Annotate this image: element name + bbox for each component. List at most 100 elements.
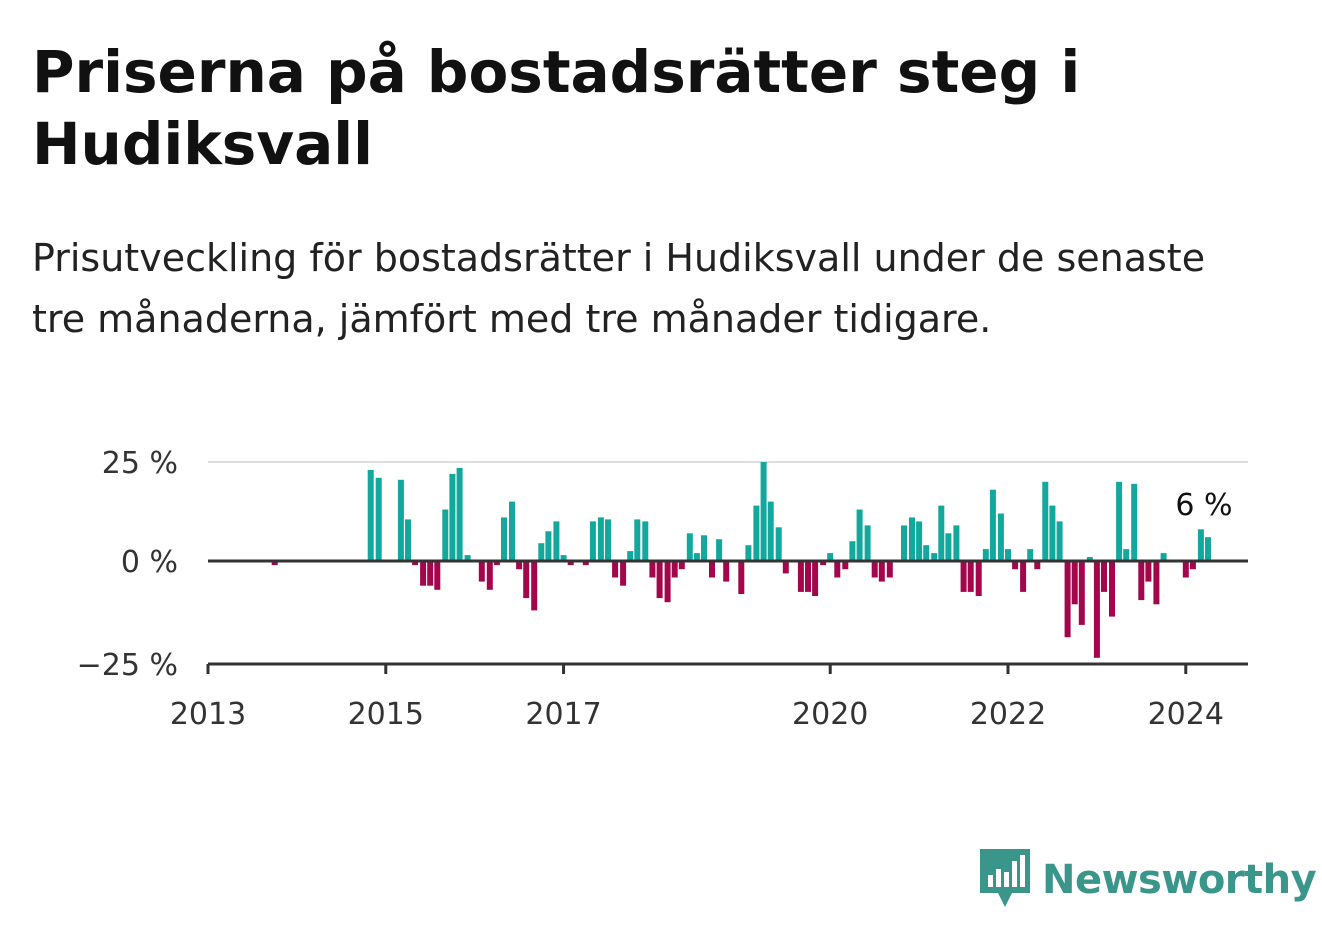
newsworthy-logo-icon xyxy=(980,849,1030,907)
bar xyxy=(812,561,819,596)
bar xyxy=(1205,537,1211,561)
x-tick-label: 2022 xyxy=(970,697,1046,732)
bar xyxy=(420,561,427,586)
bar xyxy=(716,539,723,561)
bar xyxy=(753,505,760,561)
bar xyxy=(434,561,441,590)
bar xyxy=(456,467,463,561)
bar xyxy=(967,561,974,592)
bar xyxy=(1116,481,1123,561)
brand-name: Newsworthy xyxy=(1042,857,1317,903)
bar xyxy=(1138,561,1145,601)
bar xyxy=(1197,529,1204,561)
bar xyxy=(834,561,841,578)
bar xyxy=(271,561,278,566)
bar xyxy=(1049,505,1056,561)
bar-chart: 25 % 0 % −25 % 2013 2015 2017 2020 2022 2024 6 % xyxy=(77,446,1248,732)
bar xyxy=(975,561,982,596)
bar xyxy=(560,555,567,561)
bar xyxy=(1078,561,1085,625)
y-tick-label: −25 % xyxy=(77,648,178,683)
bar xyxy=(449,473,456,561)
x-tick-label: 2017 xyxy=(525,697,601,732)
bar xyxy=(864,525,871,561)
bar xyxy=(427,561,434,586)
bar xyxy=(1012,561,1019,570)
bar xyxy=(464,555,471,561)
bar xyxy=(545,531,552,561)
bar xyxy=(671,561,678,578)
bar xyxy=(397,479,404,561)
bar xyxy=(664,561,671,603)
bar xyxy=(701,535,707,561)
bar xyxy=(642,521,649,561)
bar xyxy=(678,561,685,570)
bar xyxy=(597,517,604,561)
bar xyxy=(1189,561,1196,570)
bar xyxy=(693,553,700,561)
bar xyxy=(775,527,782,561)
bar xyxy=(820,561,827,566)
bar xyxy=(909,517,915,561)
bar xyxy=(923,545,930,561)
bar xyxy=(478,561,485,582)
bar xyxy=(1160,553,1167,561)
x-tick-label: 2015 xyxy=(348,697,424,732)
bar xyxy=(412,561,419,566)
bar xyxy=(931,553,938,561)
bar xyxy=(797,561,804,592)
bar xyxy=(805,561,811,592)
bar xyxy=(709,561,715,578)
bar xyxy=(501,517,507,561)
x-tick-label: 2024 xyxy=(1148,697,1224,732)
bar xyxy=(589,521,596,561)
chart-subtitle: Prisutveckling för bostadsrätter i Hudik… xyxy=(32,236,1206,341)
bar xyxy=(760,462,767,561)
bar xyxy=(553,521,560,561)
bar xyxy=(1131,483,1138,561)
bar xyxy=(1101,561,1107,592)
bar xyxy=(442,509,449,561)
bar xyxy=(1042,481,1049,561)
bar xyxy=(1064,561,1071,638)
bar xyxy=(1020,561,1027,592)
bar xyxy=(842,561,849,570)
bar xyxy=(886,561,893,578)
bar xyxy=(856,509,863,561)
bar xyxy=(620,561,627,586)
bar xyxy=(1109,561,1115,617)
bar xyxy=(849,541,856,561)
bar xyxy=(627,551,634,561)
bar xyxy=(953,525,960,561)
bar xyxy=(375,477,382,561)
bar xyxy=(767,501,774,561)
bar xyxy=(567,561,574,566)
bar xyxy=(1056,521,1063,561)
x-tick-label: 2013 xyxy=(170,697,246,732)
bar xyxy=(945,533,952,561)
bar xyxy=(997,513,1004,561)
bar xyxy=(916,521,923,561)
y-tick-label: 0 % xyxy=(121,545,178,580)
bar xyxy=(1086,557,1093,561)
labels: 25 % 0 % −25 % 2013 2015 2017 2020 2022 2024 6 % xyxy=(77,446,1233,732)
bar xyxy=(1034,561,1041,570)
bar xyxy=(582,561,589,566)
bar xyxy=(538,543,545,561)
bar xyxy=(1123,549,1130,561)
bar xyxy=(871,561,878,578)
bar xyxy=(509,501,515,561)
bar xyxy=(827,553,834,561)
bar xyxy=(612,561,619,578)
bar xyxy=(782,561,789,574)
bar xyxy=(1182,561,1189,578)
bar xyxy=(738,561,745,594)
y-tick-label: 25 % xyxy=(102,446,178,481)
bar xyxy=(523,561,530,599)
bars xyxy=(271,462,1211,658)
bar xyxy=(686,533,693,561)
bar xyxy=(1153,561,1160,605)
bar xyxy=(745,545,752,561)
bar xyxy=(1145,561,1152,582)
bar xyxy=(531,561,538,611)
